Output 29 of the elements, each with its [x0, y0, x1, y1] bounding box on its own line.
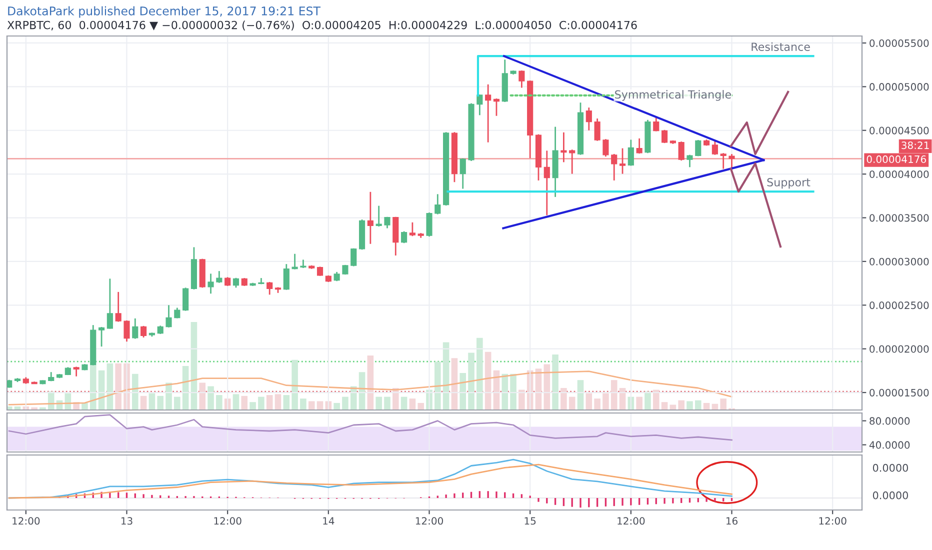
y-tick-label: 0.00003000 [870, 258, 929, 266]
annotation: Symmetrical Triangle [615, 90, 731, 101]
y-tick-label: 80.0000 [870, 417, 910, 425]
text: 0.0000 [872, 464, 908, 472]
y-tick-label: 0.00004500 [870, 126, 929, 134]
y-tick-label: 0.00005500 [870, 39, 929, 47]
x-tick-label: 13 [121, 517, 132, 525]
chart-title: DakotaPark published December 15, 2017 19:21 EST [8, 6, 321, 18]
x-tick-label: 12:00 [214, 517, 242, 525]
y-tick-label: 0.00004000 [870, 170, 929, 178]
x-tick-label: 12:00 [819, 517, 846, 525]
y-tick-label: 0.00005000 [870, 83, 929, 91]
x-tick-label: 12:00 [12, 517, 40, 525]
chart-subtitle: XRPBTC, 60 0.00004176 ▼ −0.00000032 (−0.76%) O:0.00004205 H:0.00004229 L:0.00004050 C:0.00004176 [7, 20, 637, 31]
text: 38:21 [902, 142, 929, 150]
y-tick-label: 0.00002000 [870, 345, 929, 353]
x-tick-label: 12:00 [618, 517, 645, 525]
ref-line-label: 0.00004176 [866, 155, 926, 163]
x-tick-label: 16 [726, 517, 738, 525]
series-label: Resistance [752, 42, 810, 51]
x-tick-label: 14 [323, 517, 334, 525]
y-tick-label: 0.00003500 [870, 214, 929, 222]
series-label: Support [767, 178, 810, 189]
y-tick-label: 40.0000 [869, 441, 910, 449]
y-tick-label: 0.00001500 [870, 388, 929, 396]
x-tick-label: 15 [524, 517, 536, 525]
x-tick-label: 12:00 [416, 517, 443, 525]
text: 0.0000 [872, 491, 908, 500]
y-tick-label: 0.00002500 [870, 302, 929, 310]
